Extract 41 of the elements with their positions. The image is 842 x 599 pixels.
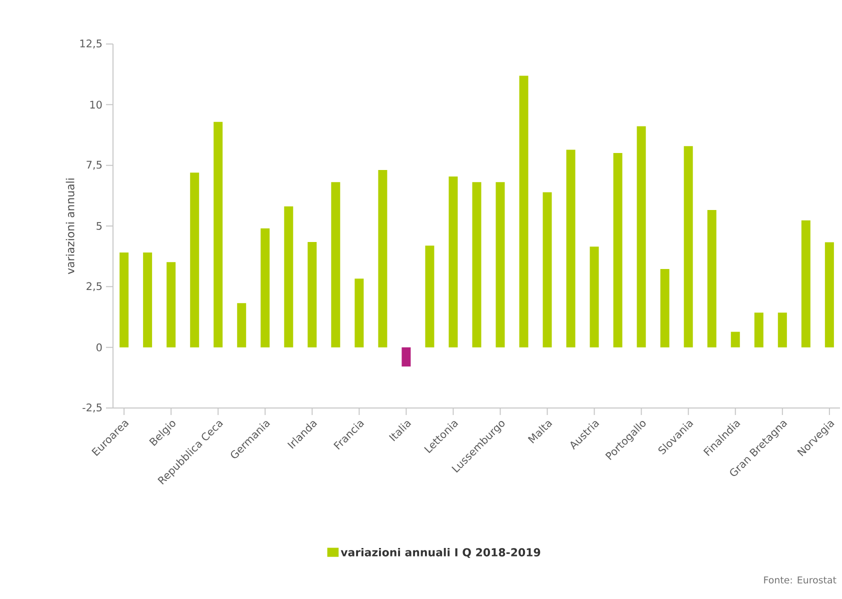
bar: [354, 278, 364, 348]
bar: [237, 303, 246, 348]
bar: [378, 170, 388, 348]
bar: [260, 228, 270, 348]
bar: [754, 312, 764, 348]
y-tick-label: 7,5: [86, 160, 102, 170]
bar: [801, 220, 810, 348]
bar: [636, 126, 646, 348]
y-tick-label: 10: [90, 100, 102, 109]
bar: [120, 252, 129, 348]
bar: [684, 146, 693, 348]
bar: [590, 246, 599, 348]
bar: [166, 262, 176, 348]
bar: [214, 122, 223, 348]
bar: [331, 182, 340, 348]
bar: [425, 246, 434, 348]
bar: [448, 176, 458, 348]
bar: [660, 268, 670, 348]
bar: [824, 242, 834, 348]
source-note: Fonte: Eurostat: [764, 576, 836, 584]
bar: [190, 172, 200, 348]
bar: [284, 206, 294, 348]
y-tick-label: -2,5: [82, 404, 102, 412]
bar: [707, 210, 716, 348]
y-tick-label: 5: [96, 222, 102, 230]
bar: [402, 347, 411, 367]
legend-label: variazioni annuali I Q 2018-2019: [340, 548, 540, 558]
y-tick-label: 0: [96, 343, 102, 352]
bar: [143, 252, 152, 348]
bar: [496, 182, 505, 348]
bar: [613, 152, 622, 348]
bar: [472, 182, 482, 348]
y-tick-label: 12,5: [80, 40, 102, 48]
y-axis-title: variazioni annuali: [66, 178, 74, 274]
bar: [566, 150, 576, 348]
bar: [308, 242, 317, 348]
bar: [519, 76, 528, 348]
y-tick-label: 2,5: [86, 282, 102, 292]
bar: [730, 332, 740, 348]
bar: [778, 312, 787, 348]
bar: [542, 192, 552, 348]
